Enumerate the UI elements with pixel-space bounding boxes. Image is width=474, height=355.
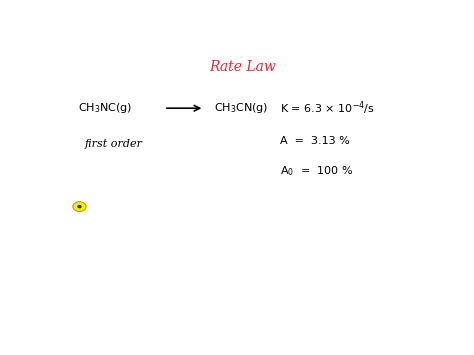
Text: CH$_3$CN(g): CH$_3$CN(g) [213, 101, 268, 115]
Text: A$_0$  =  100 %: A$_0$ = 100 % [280, 164, 353, 178]
Text: Rate Law: Rate Law [210, 60, 276, 74]
Circle shape [78, 206, 81, 208]
Text: K = 6.3 × 10$^{-4}$/s: K = 6.3 × 10$^{-4}$/s [280, 99, 374, 117]
Text: A  =  3.13 %: A = 3.13 % [280, 136, 349, 146]
Circle shape [73, 202, 86, 212]
Text: CH$_3$NC(g): CH$_3$NC(g) [78, 101, 132, 115]
Text: first order: first order [85, 139, 143, 149]
